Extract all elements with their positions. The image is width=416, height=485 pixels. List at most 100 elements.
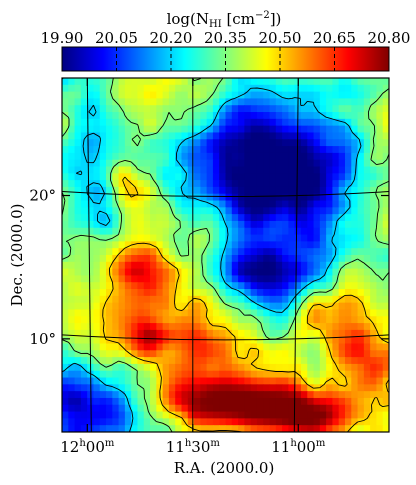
map-cell	[143, 84, 151, 93]
map-cell	[231, 186, 239, 195]
map-cell	[93, 241, 101, 249]
map-cell	[344, 180, 352, 188]
map-cell	[263, 234, 271, 242]
map-cell	[231, 289, 239, 297]
map-cell	[363, 329, 371, 338]
map-cell	[275, 173, 283, 181]
map-cell	[313, 78, 321, 86]
map-cell	[181, 336, 189, 345]
map-cell	[363, 425, 371, 432]
map-cell	[80, 309, 88, 317]
map-cell	[68, 370, 76, 379]
map-cell	[112, 370, 120, 379]
map-cell	[87, 255, 95, 263]
map-cell	[307, 255, 315, 263]
map-cell	[376, 268, 384, 277]
map-cell	[238, 186, 245, 195]
map-cell	[313, 125, 321, 134]
map-cell	[382, 384, 389, 392]
map-cell	[357, 323, 365, 331]
map-cell	[282, 357, 289, 365]
map-cell	[313, 166, 321, 174]
map-cell	[357, 282, 365, 290]
map-cell	[200, 295, 208, 304]
map-cell	[156, 220, 164, 229]
map-cell	[332, 98, 340, 106]
map-cell	[344, 125, 352, 134]
map-cell	[106, 425, 113, 432]
map-cell	[68, 384, 76, 392]
map-cell	[175, 173, 183, 181]
map-cell	[269, 146, 277, 154]
map-cell	[250, 336, 258, 345]
map-cell	[143, 139, 151, 147]
map-cell	[137, 275, 145, 283]
map-cell	[62, 248, 69, 256]
map-cell	[351, 425, 359, 432]
map-cell	[382, 350, 389, 358]
map-cell	[250, 146, 258, 154]
map-cell	[162, 275, 170, 283]
map-cell	[269, 152, 277, 161]
map-cell	[382, 207, 389, 215]
map-cell	[181, 425, 189, 432]
map-cell	[99, 118, 107, 127]
map-cell	[150, 404, 157, 413]
map-cell	[338, 193, 346, 202]
map-cell	[313, 323, 321, 331]
map-cell	[250, 350, 258, 358]
map-cell	[256, 255, 264, 263]
map-cell	[200, 220, 208, 229]
map-cell	[370, 248, 378, 256]
map-cell	[194, 112, 201, 120]
map-cell	[269, 78, 277, 86]
map-cell	[319, 329, 327, 338]
map-cell	[93, 146, 101, 154]
map-cell	[187, 391, 195, 399]
map-cell	[150, 200, 157, 208]
map-cell	[357, 214, 365, 222]
map-cell	[187, 370, 195, 379]
map-cell	[351, 214, 359, 222]
map-cell	[206, 268, 214, 277]
map-cell	[275, 180, 283, 188]
map-cell	[175, 282, 183, 290]
map-cell	[332, 193, 340, 202]
map-cell	[124, 227, 132, 236]
map-cell	[244, 391, 252, 399]
map-cell	[282, 418, 289, 426]
map-cell	[156, 91, 164, 100]
map-cell	[175, 214, 183, 222]
map-cell	[187, 255, 195, 263]
map-cell	[212, 397, 220, 406]
map-cell	[206, 404, 214, 413]
map-cell	[363, 343, 371, 351]
map-cell	[118, 118, 126, 127]
map-cell	[143, 173, 151, 181]
map-cell	[275, 159, 283, 168]
map-cell	[269, 186, 277, 195]
map-cell	[275, 350, 283, 358]
map-cell	[376, 363, 384, 372]
map-cell	[143, 234, 151, 242]
map-cell	[131, 411, 139, 419]
map-cell	[206, 78, 214, 86]
map-cell	[62, 78, 69, 86]
map-cell	[99, 295, 107, 304]
map-cell	[162, 112, 170, 120]
map-cell	[332, 404, 340, 413]
map-cell	[344, 343, 352, 351]
map-cell	[124, 98, 132, 106]
map-cell	[332, 234, 340, 242]
map-cell	[256, 180, 264, 188]
map-cell	[194, 391, 201, 399]
map-cell	[68, 275, 76, 283]
map-cell	[319, 248, 327, 256]
map-cell	[131, 118, 139, 127]
map-cell	[338, 139, 346, 147]
map-cell	[156, 363, 164, 372]
map-cell	[194, 329, 201, 338]
x-axis-label: R.A. (2000.0)	[174, 459, 275, 477]
map-cell	[87, 84, 95, 93]
map-cell	[313, 241, 321, 249]
